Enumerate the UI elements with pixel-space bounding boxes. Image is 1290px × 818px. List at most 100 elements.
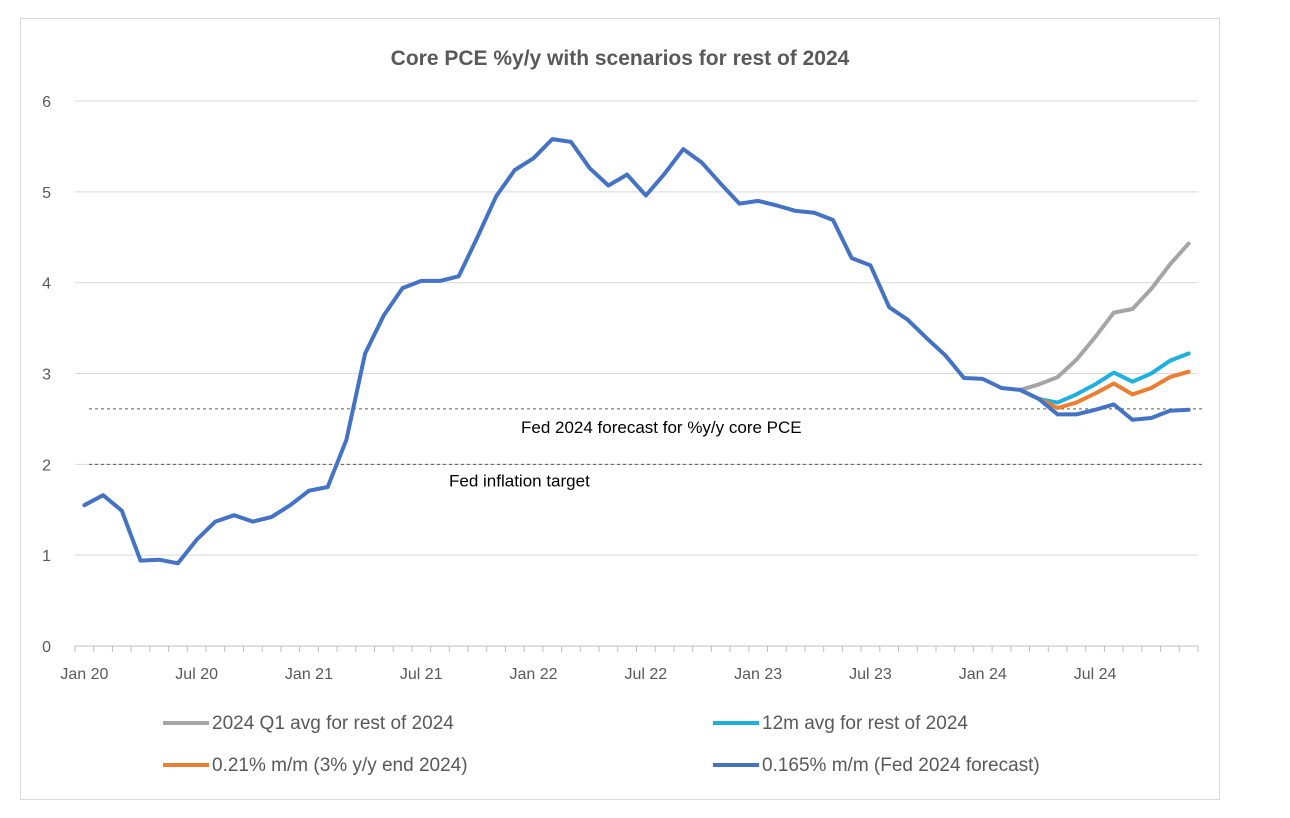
data-point bbox=[1056, 412, 1060, 416]
legend-label-0: 2024 Q1 avg for rest of 2024 bbox=[212, 713, 454, 734]
data-point bbox=[531, 156, 536, 160]
legend-label-2: 0.21% m/m (3% y/y end 2024) bbox=[212, 755, 468, 776]
reference-label-1: Fed inflation target bbox=[449, 471, 590, 490]
data-point bbox=[737, 202, 742, 206]
data-point bbox=[981, 377, 985, 381]
data-point bbox=[1149, 371, 1153, 376]
data-point bbox=[793, 209, 798, 213]
data-point bbox=[1130, 392, 1135, 396]
x-tick-label: Jan 21 bbox=[285, 666, 333, 683]
chart-frame: Core PCE %y/y with scenarios for rest of… bbox=[20, 18, 1220, 800]
data-point bbox=[363, 351, 367, 356]
data-point bbox=[1093, 408, 1097, 412]
data-point bbox=[644, 193, 648, 198]
data-point bbox=[756, 199, 760, 203]
series-line-1 bbox=[1018, 351, 1191, 405]
data-point bbox=[1130, 380, 1135, 384]
reference-label-0: Fed 2024 forecast for %y/y core PCE bbox=[521, 418, 802, 437]
data-point bbox=[1168, 375, 1172, 379]
data-point bbox=[1187, 370, 1191, 374]
data-point bbox=[906, 318, 910, 322]
series-line-3 bbox=[82, 137, 1191, 566]
x-axis: Jan 20 Jul 20 Jan 21 Jul 21 Jan 22 Jul 22 Jan … bbox=[60, 645, 1199, 683]
legend-label-1: 12m avg for rest of 2024 bbox=[762, 713, 968, 734]
data-point bbox=[494, 194, 498, 198]
y-tick-label: 4 bbox=[42, 276, 51, 293]
data-point bbox=[232, 513, 236, 517]
data-point bbox=[1168, 359, 1172, 363]
data-point bbox=[1093, 391, 1097, 396]
data-point bbox=[400, 286, 405, 290]
data-point bbox=[588, 166, 592, 170]
data-point bbox=[1112, 381, 1116, 386]
data-point bbox=[1112, 402, 1116, 406]
data-point bbox=[719, 182, 723, 186]
y-tick-label: 5 bbox=[42, 185, 51, 202]
data-point bbox=[775, 203, 779, 208]
data-point bbox=[625, 172, 629, 177]
data-point bbox=[1074, 412, 1078, 416]
data-point bbox=[1056, 400, 1060, 405]
data-point bbox=[120, 509, 124, 513]
y-tick-label: 2 bbox=[42, 457, 51, 474]
x-tick-label: Jan 22 bbox=[510, 666, 558, 683]
data-point bbox=[1168, 409, 1172, 413]
data-point bbox=[1093, 382, 1097, 386]
x-tick-label: Jul 23 bbox=[849, 666, 892, 683]
data-point bbox=[307, 489, 311, 493]
data-point bbox=[1018, 388, 1022, 392]
data-point bbox=[1056, 406, 1060, 410]
x-tick-label: Jan 20 bbox=[60, 666, 108, 683]
data-point bbox=[438, 279, 442, 283]
legend-label-3: 0.165% m/m (Fed 2024 forecast) bbox=[762, 755, 1040, 776]
data-point bbox=[1037, 397, 1041, 401]
y-tick-label: 0 bbox=[42, 639, 51, 656]
data-point bbox=[1037, 382, 1041, 386]
data-point bbox=[850, 256, 854, 260]
y-axis-ticks: 0 1 2 3 4 5 6 bbox=[42, 94, 51, 656]
data-point bbox=[1056, 375, 1060, 379]
data-point bbox=[1074, 400, 1078, 405]
data-point bbox=[1187, 351, 1191, 356]
data-point bbox=[999, 386, 1004, 390]
data-point bbox=[868, 263, 873, 268]
x-tick-label: Jul 20 bbox=[175, 666, 218, 683]
data-point bbox=[157, 558, 161, 562]
data-point bbox=[101, 493, 105, 497]
data-point bbox=[606, 183, 611, 188]
x-tick-label: Jul 21 bbox=[400, 666, 443, 683]
y-tick-label: 3 bbox=[42, 367, 51, 384]
series-lines bbox=[82, 137, 1191, 566]
series-line-2 bbox=[1018, 369, 1191, 410]
data-point bbox=[213, 519, 217, 524]
data-point bbox=[1149, 416, 1153, 420]
y-tick-label: 1 bbox=[42, 548, 51, 565]
data-point bbox=[419, 279, 423, 283]
data-point bbox=[382, 313, 386, 317]
data-point bbox=[195, 538, 199, 542]
data-point bbox=[1074, 392, 1078, 396]
data-point bbox=[326, 485, 330, 489]
series-line-0 bbox=[1018, 241, 1191, 392]
data-point bbox=[1112, 370, 1116, 375]
data-point bbox=[962, 376, 966, 380]
data-point bbox=[1130, 418, 1135, 422]
data-point bbox=[1112, 311, 1116, 315]
data-point bbox=[1149, 386, 1153, 390]
data-point bbox=[1168, 262, 1172, 267]
data-point bbox=[550, 137, 554, 141]
x-tick-label: Jul 24 bbox=[1074, 666, 1117, 683]
reference-lines: Fed 2024 forecast for %y/y core PCE Fed i… bbox=[89, 408, 1202, 490]
x-tick-label: Jan 23 bbox=[734, 666, 782, 683]
data-point bbox=[138, 559, 143, 563]
data-point bbox=[1074, 358, 1078, 362]
data-point bbox=[269, 515, 274, 519]
data-point bbox=[1093, 335, 1097, 339]
data-point bbox=[457, 274, 461, 278]
data-point bbox=[1187, 242, 1191, 246]
data-point bbox=[176, 561, 180, 565]
data-point bbox=[344, 438, 348, 442]
data-point bbox=[831, 218, 835, 222]
data-point bbox=[288, 503, 292, 507]
data-point bbox=[513, 168, 517, 172]
